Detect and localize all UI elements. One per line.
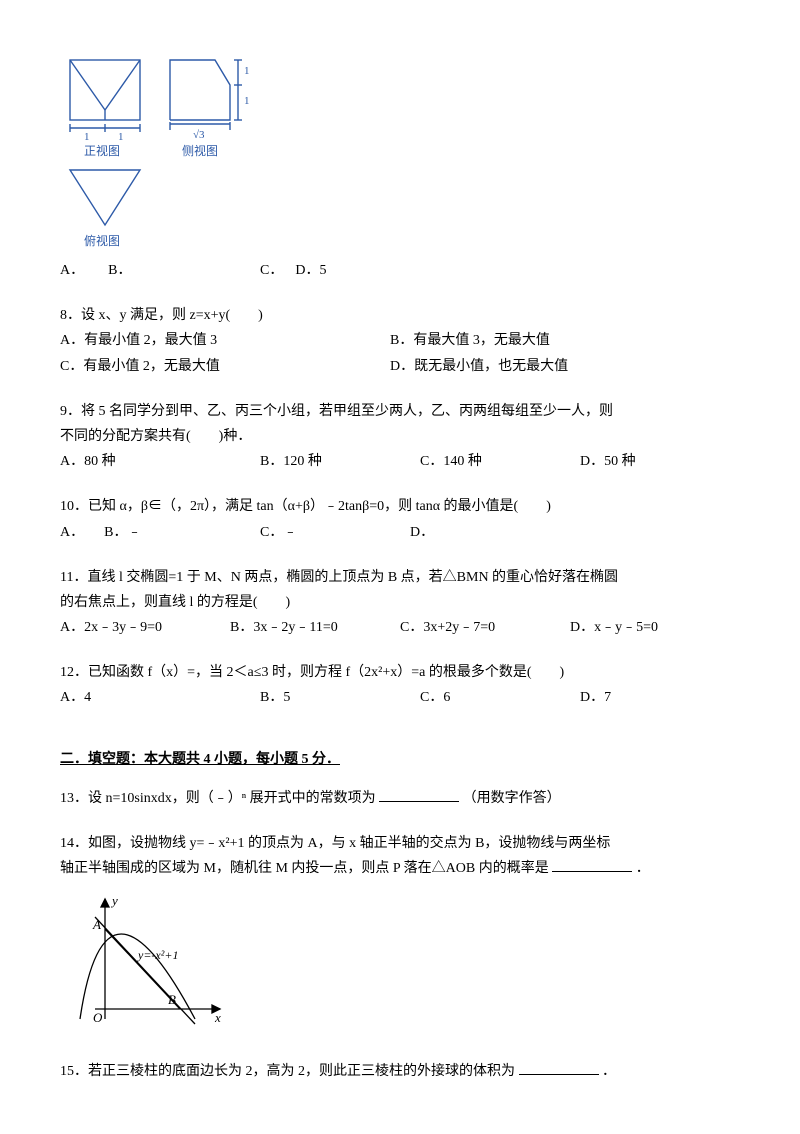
q15-text: 15．若正三棱柱的底面边长为 2，高为 2，则此正三棱柱的外接球的体积为	[60, 1064, 515, 1079]
dim-top2: 1	[244, 95, 250, 107]
q14-tail: ．	[636, 861, 650, 876]
q10-stem: 10．已知 α，β∈（，2π），满足 tan（α+β）﹣2tanβ=0，则 ta…	[60, 494, 740, 519]
parabola-svg: A B O x y y=-x²+1	[60, 889, 230, 1029]
dim-1-right: 1	[118, 131, 124, 143]
dim-side: √3	[193, 129, 205, 141]
question-10: 10．已知 α，β∈（，2π），满足 tan（α+β）﹣2tanβ=0，则 ta…	[60, 494, 740, 544]
q12-option-b: B．5	[260, 685, 420, 710]
q9-option-c: C．140 种	[420, 449, 580, 474]
q8-option-a: A．有最小值 2，最大值 3	[60, 328, 390, 353]
curve-label: y=-x²+1	[137, 948, 178, 962]
q7-options: A．B． C．D．5	[60, 258, 740, 283]
question-13: 13．设 n=10sinxdx，则（﹣）ⁿ 展开式中的常数项为 （用数字作答）	[60, 786, 740, 811]
q9-option-a: A．80 种	[60, 449, 260, 474]
q9-option-d: D．50 种	[580, 449, 740, 474]
q8-stem: 8．设 x、y 满足，则 z=x+y( )	[60, 303, 740, 328]
q12-stem: 12．已知函数 f（x）=，当 2＜a≤3 时，则方程 f（2x²+x）=a 的…	[60, 660, 740, 685]
question-11: 11．直线 l 交椭圆=1 于 M、N 两点，椭圆的上顶点为 B 点，若△BMN…	[60, 565, 740, 641]
q8-option-d: D．既无最小值，也无最大值	[390, 354, 740, 379]
q7-option-a: A．B．	[60, 258, 260, 283]
question-9: 9．将 5 名同学分到甲、乙、丙三个小组，若甲组至少两人，乙、丙两组每组至少一人…	[60, 399, 740, 475]
q11-stem2: 的右焦点上，则直线 l 的方程是( )	[60, 590, 740, 615]
x-axis-label: x	[214, 1010, 221, 1025]
side-view-label: 侧视图	[182, 143, 218, 158]
q11-option-a: A．2x﹣3y﹣9=0	[60, 615, 230, 640]
point-a-label: A	[92, 917, 101, 932]
q8-option-b: B．有最大值 3，无最大值	[390, 328, 740, 353]
q10-option-c: C．﹣	[260, 520, 410, 545]
q8-option-c: C．有最小值 2，无最大值	[60, 354, 390, 379]
q11-option-c: C．3x+2y﹣7=0	[400, 615, 570, 640]
question-12: 12．已知函数 f（x）=，当 2＜a≤3 时，则方程 f（2x²+x）=a 的…	[60, 660, 740, 710]
origin-label: O	[93, 1010, 103, 1025]
q12-option-a: A．4	[60, 685, 260, 710]
dim-top: 1	[244, 65, 250, 77]
q11-option-b: B．3x﹣2y﹣11=0	[230, 615, 400, 640]
q7-option-c: C．D．5	[260, 258, 420, 283]
q13-tail: （用数字作答）	[463, 791, 561, 806]
question-8: 8．设 x、y 满足，则 z=x+y( ) A．有最小值 2，最大值 3 B．有…	[60, 303, 740, 379]
q14-text2: 轴正半轴围成的区域为 M，随机往 M 内投一点，则点 P 落在△AOB 内的概率…	[60, 861, 549, 876]
q9-option-b: B．120 种	[260, 449, 420, 474]
q14-blank	[552, 857, 632, 872]
three-view-svg: 1 1 正视图 1 1 √3 侧视图 俯视图	[60, 50, 260, 250]
parabola-figure: A B O x y y=-x²+1	[60, 889, 740, 1038]
q15-tail: ．	[602, 1064, 616, 1079]
top-view-label: 俯视图	[84, 233, 120, 248]
q13-blank	[379, 787, 459, 802]
dim-1-left: 1	[84, 131, 90, 143]
question-15: 15．若正三棱柱的底面边长为 2，高为 2，则此正三棱柱的外接球的体积为 ．	[60, 1059, 740, 1084]
q10-option-a: A．B．﹣	[60, 520, 150, 545]
section-2-heading: 二．填空题：本大题共 4 小题，每小题 5 分．	[60, 747, 740, 772]
y-axis-label: y	[110, 893, 118, 908]
q9-stem1: 9．将 5 名同学分到甲、乙、丙三个小组，若甲组至少两人，乙、丙两组每组至少一人…	[60, 399, 740, 424]
question-14: 14．如图，设抛物线 y=﹣x²+1 的顶点为 A，与 x 轴正半轴的交点为 B…	[60, 831, 740, 1039]
q15-blank	[519, 1060, 599, 1075]
three-view-figure: 1 1 正视图 1 1 √3 侧视图 俯视图	[60, 50, 740, 250]
point-b-label: B	[168, 992, 176, 1007]
q11-option-d: D．x﹣y﹣5=0	[570, 615, 730, 640]
q12-option-c: C．6	[420, 685, 580, 710]
q12-option-d: D．7	[580, 685, 740, 710]
q11-stem1: 11．直线 l 交椭圆=1 于 M、N 两点，椭圆的上顶点为 B 点，若△BMN…	[60, 565, 740, 590]
q10-option-d: D．	[410, 520, 510, 545]
q13-text: 13．设 n=10sinxdx，则（﹣）ⁿ 展开式中的常数项为	[60, 791, 376, 806]
front-view-label: 正视图	[84, 143, 120, 158]
q9-stem2: 不同的分配方案共有( )种．	[60, 424, 740, 449]
q14-text1: 14．如图，设抛物线 y=﹣x²+1 的顶点为 A，与 x 轴正半轴的交点为 B…	[60, 831, 740, 856]
